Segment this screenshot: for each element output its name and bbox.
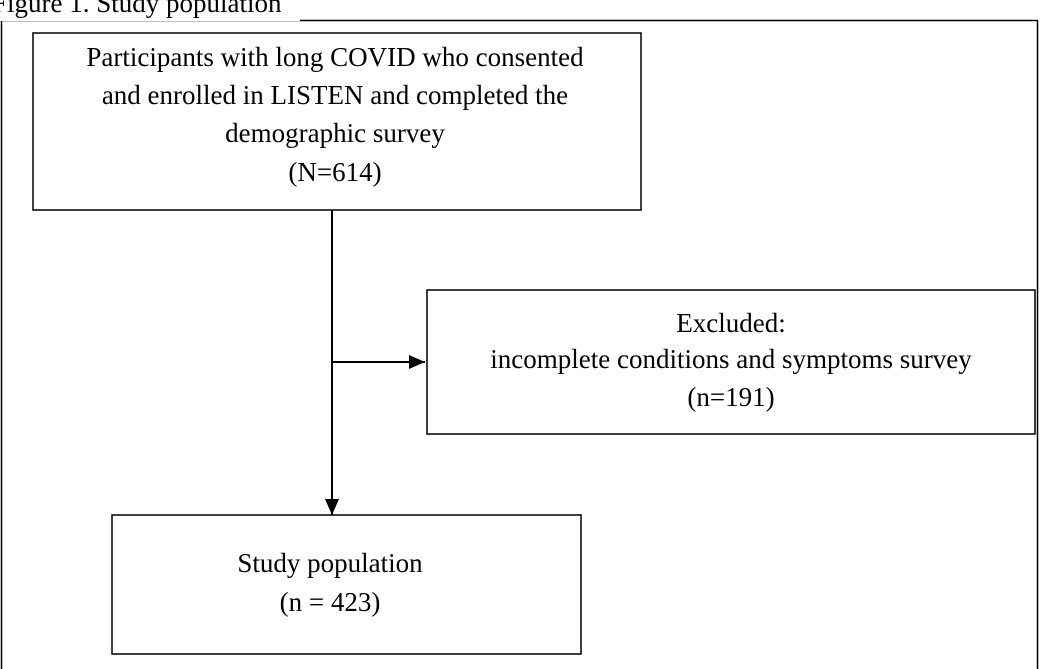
title-bg <box>0 0 300 21</box>
node-text: incomplete conditions and symptoms surve… <box>490 344 972 374</box>
node-text: Excluded: <box>676 308 785 338</box>
node-text: Study population <box>237 548 423 578</box>
node-text: and enrolled in LISTEN and completed the <box>102 80 568 110</box>
box-enrolled <box>32 32 642 211</box>
node-text: Participants with long COVID who consent… <box>86 42 584 72</box>
box-excluded <box>426 289 1036 435</box>
figure-title: Figure 1. Study population <box>0 0 282 18</box>
node-text: (n=191) <box>687 382 774 412</box>
node-text: (N=614) <box>288 157 381 187</box>
node-text: demographic survey <box>225 118 445 148</box>
box-study-population <box>111 514 582 655</box>
node-text: (n = 423) <box>280 587 381 617</box>
frame <box>0 19 1039 669</box>
